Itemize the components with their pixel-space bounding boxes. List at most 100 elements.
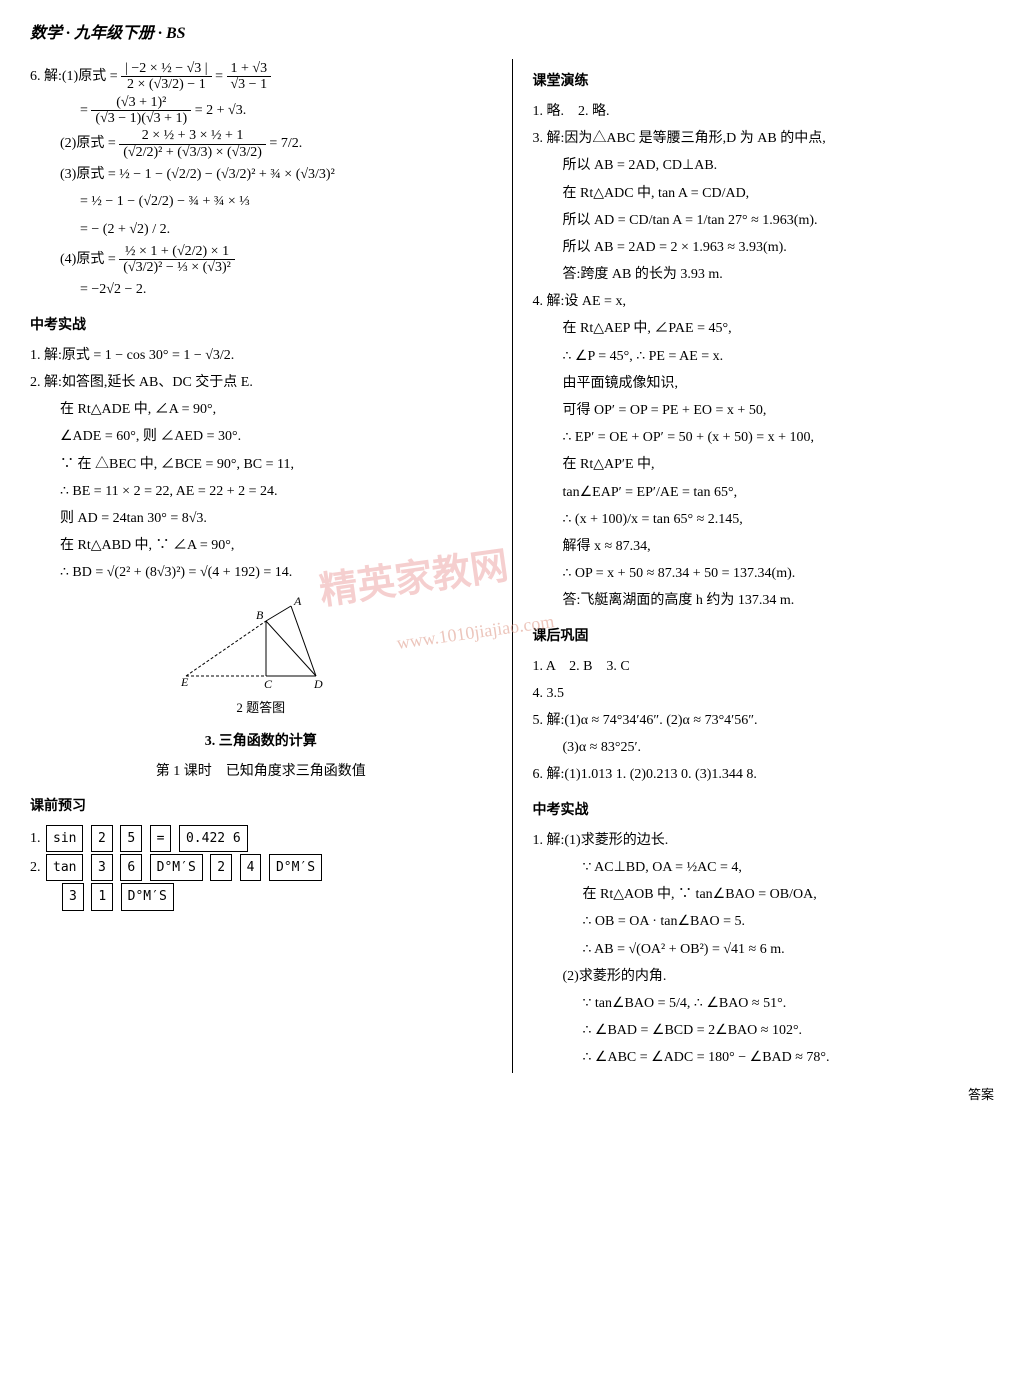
r4k: ∴ OP = x + 50 ≈ 87.34 + 50 = 137.34(m).: [533, 561, 995, 586]
zk1: 1. 解:原式 = 1 − cos 30° = 1 − √3/2.: [30, 343, 492, 368]
kh6: 6. 解:(1)1.013 1. (2)0.213 0. (3)1.344 8.: [533, 762, 995, 787]
r4j: 解得 x ≈ 87.34,: [533, 534, 995, 559]
zk2-2d: ∴ ∠ABC = ∠ADC = 180° − ∠BAD ≈ 78°.: [533, 1045, 995, 1070]
key-dms: D°M′S: [150, 854, 203, 881]
r4f: ∴ EP′ = OE + OP′ = 50 + (x + 50) = x + 1…: [533, 425, 995, 450]
frac-den: (√3 − 1)(√3 + 1): [91, 111, 191, 126]
right-column: 课堂演练 1. 略. 2. 略. 3. 解:因为△ABC 是等腰三角形,D 为 …: [533, 59, 995, 1073]
frac-den: √3 − 1: [227, 77, 272, 92]
r3c: 在 Rt△ADC 中, tan A = CD/AD,: [533, 181, 995, 206]
frac-num: | −2 × ½ − √3 |: [121, 61, 211, 77]
zk2-1c: 在 Rt△AOB 中, ∵ tan∠BAO = OB/OA,: [533, 882, 995, 907]
r4b: 在 Rt△AEP 中, ∠PAE = 45°,: [533, 316, 995, 341]
r4c: ∴ ∠P = 45°, ∴ PE = AE = x.: [533, 344, 995, 369]
r3d: 所以 AD = CD/tan A = 1/tan 27° ≈ 1.963(m).: [533, 208, 995, 233]
zk2-1b: ∵ AC⊥BD, OA = ½AC = 4,: [533, 855, 995, 880]
zk2f: 则 AD = 24tan 30° = 8√3.: [30, 506, 492, 531]
r4a: 4. 解:设 AE = x,: [533, 289, 995, 314]
q6-1-rfrac: 1 + √3 √3 − 1: [227, 61, 272, 93]
page-footer: 答案: [30, 1083, 994, 1106]
r3f: 答:跨度 AB 的长为 3.93 m.: [533, 262, 995, 287]
zk2g: 在 Rt△ABD 中, ∵ ∠A = 90°,: [30, 533, 492, 558]
figure-caption: 2 题答图: [30, 696, 492, 719]
key-dms2: D°M′S: [269, 854, 322, 881]
pv2-label: 2.: [30, 860, 41, 875]
key-2b: 2: [210, 854, 232, 881]
q6-4: (4)原式 = ½ × 1 + (√2/2) × 1 (√3/2)² − ⅓ ×…: [30, 244, 492, 276]
kh4: 4. 3.5: [533, 681, 995, 706]
ketang-title: 课堂演练: [533, 69, 995, 94]
preview-2b: 3 1 D°M′S: [30, 883, 492, 910]
frac-den: (√3/2)² − ⅓ × (√3)²: [119, 260, 235, 275]
key-1: 1: [91, 883, 113, 910]
q6-3a: (3)原式 = ½ − 1 − (√2/2) − (√3/2)² + ¾ × (…: [30, 162, 492, 187]
frac-den: (√2/2)² + (√3/3) × (√3/2): [119, 145, 266, 160]
preview-1: 1. sin 2 5 = 0.422 6: [30, 825, 492, 852]
q6-4-frac: ½ × 1 + (√2/2) × 1 (√3/2)² − ⅓ × (√3)²: [119, 244, 235, 276]
q6-1b-frac: (√3 + 1)² (√3 − 1)(√3 + 1): [91, 95, 191, 127]
q6-2-frac: 2 × ½ + 3 × ½ + 1 (√2/2)² + (√3/3) × (√3…: [119, 128, 266, 160]
q6-3c: = − (2 + √2) / 2.: [30, 217, 492, 242]
zk2b: 在 Rt△ADE 中, ∠A = 90°,: [30, 397, 492, 422]
r1: 1. 略. 2. 略.: [533, 99, 995, 124]
svg-text:E: E: [180, 675, 189, 689]
key-6: 6: [120, 854, 142, 881]
page-columns: 精英家教网 www.1010jiajiao.com 6. 解:(1)原式 = |…: [30, 59, 994, 1073]
section3-title: 3. 三角函数的计算: [30, 729, 492, 754]
r4g: 在 Rt△AP′E 中,: [533, 452, 995, 477]
r4e: 可得 OP′ = OP = PE + EO = x + 50,: [533, 398, 995, 423]
q6-1-frac: | −2 × ½ − √3 | 2 × (√3/2) − 1: [121, 61, 211, 93]
zk2h: ∴ BD = √(2² + (8√3)²) = √(4 + 192) = 14.: [30, 560, 492, 585]
q6-2: (2)原式 = 2 × ½ + 3 × ½ + 1 (√2/2)² + (√3/…: [30, 128, 492, 160]
preview-title: 课前预习: [30, 794, 492, 819]
r3b: 所以 AB = 2AD, CD⊥AB.: [533, 153, 995, 178]
key-3b: 3: [62, 883, 84, 910]
q6-2-res: = 7/2.: [269, 136, 302, 151]
zk2-1a: 1. 解:(1)求菱形的边长.: [533, 828, 995, 853]
svg-text:B: B: [256, 608, 264, 622]
key-sin: sin: [46, 825, 83, 852]
zhongkao-title: 中考实战: [30, 313, 492, 338]
key-5: 5: [120, 825, 142, 852]
zk2d: ∵ 在 △BEC 中, ∠BCE = 90°, BC = 11,: [30, 452, 492, 477]
page-header: 数学 · 九年级下册 · BS: [30, 20, 994, 49]
column-divider: [512, 59, 513, 1073]
frac-num: (√3 + 1)²: [91, 95, 191, 111]
q6-4b: = −2√2 − 2.: [30, 277, 492, 302]
svg-text:A: A: [293, 594, 302, 608]
zk2-2b: ∵ tan∠BAO = 5/4, ∴ ∠BAO ≈ 51°.: [533, 991, 995, 1016]
zk2-2c: ∴ ∠BAD = ∠BCD = 2∠BAO ≈ 102°.: [533, 1018, 995, 1043]
q6-2-label: (2)原式 =: [60, 136, 116, 151]
zk2-1e: ∴ AB = √(OA² + OB²) = √41 ≈ 6 m.: [533, 937, 995, 962]
r3a: 3. 解:因为△ABC 是等腰三角形,D 为 AB 的中点,: [533, 126, 995, 151]
preview-2: 2. tan 3 6 D°M′S 2 4 D°M′S: [30, 854, 492, 881]
zk2-2a: (2)求菱形的内角.: [533, 964, 995, 989]
key-2: 2: [91, 825, 113, 852]
zk2c: ∠ADE = 60°, 则 ∠AED = 30°.: [30, 424, 492, 449]
kehou-title: 课后巩固: [533, 624, 995, 649]
r4i: ∴ (x + 100)/x = tan 65° ≈ 2.145,: [533, 507, 995, 532]
key-3: 3: [91, 854, 113, 881]
kh1: 1. A 2. B 3. C: [533, 654, 995, 679]
pv1-label: 1.: [30, 831, 41, 846]
q6-1-label: 6. 解:(1)原式 =: [30, 69, 118, 84]
triangle-figure: E C D B A: [176, 591, 346, 691]
frac-num: ½ × 1 + (√2/2) × 1: [119, 244, 235, 260]
svg-text:C: C: [264, 677, 273, 691]
zk2e: ∴ BE = 11 × 2 = 22, AE = 22 + 2 = 24.: [30, 479, 492, 504]
left-column: 6. 解:(1)原式 = | −2 × ½ − √3 | 2 × (√3/2) …: [30, 59, 492, 1073]
q6-1: 6. 解:(1)原式 = | −2 × ½ − √3 | 2 × (√3/2) …: [30, 61, 492, 93]
eq: =: [215, 69, 223, 84]
r4d: 由平面镜成像知识,: [533, 371, 995, 396]
key-4: 4: [240, 854, 262, 881]
q6-1b-res: = 2 + √3.: [195, 103, 246, 118]
frac-num: 2 × ½ + 3 × ½ + 1: [119, 128, 266, 144]
r4h: tan∠EAP′ = EP′/AE = tan 65°,: [533, 480, 995, 505]
key-tan: tan: [46, 854, 83, 881]
zk2a: 2. 解:如答图,延长 AB、DC 交于点 E.: [30, 370, 492, 395]
kh5: 5. 解:(1)α ≈ 74°34′46″. (2)α ≈ 73°4′56″.: [533, 708, 995, 733]
section3-subtitle: 第 1 课时 已知角度求三角函数值: [30, 759, 492, 784]
key-dms3: D°M′S: [121, 883, 174, 910]
zk2-1d: ∴ OB = OA · tan∠BAO = 5.: [533, 909, 995, 934]
key-eq: =: [150, 825, 172, 852]
